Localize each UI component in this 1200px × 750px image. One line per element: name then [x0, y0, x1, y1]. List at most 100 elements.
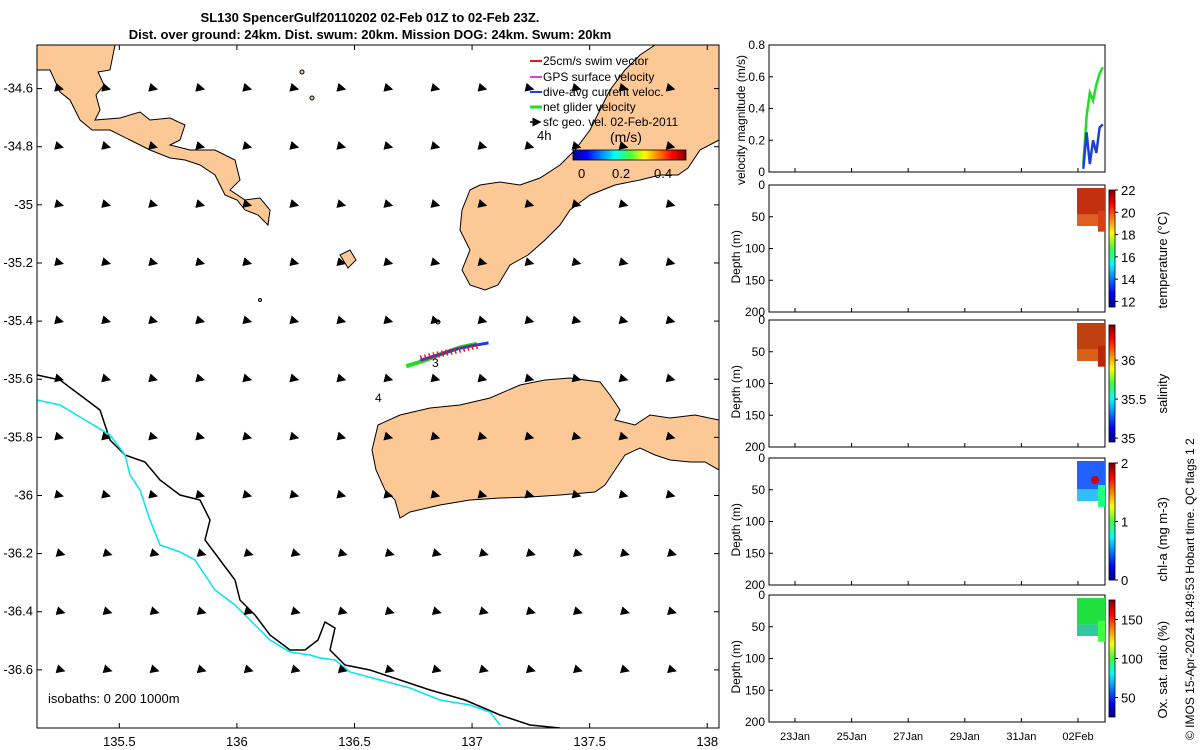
oxygen-ytick-label: 50 [752, 620, 766, 634]
sfc-geo-vector [289, 82, 300, 92]
sfc-geo-vector [54, 82, 64, 92]
sfc-geo-vector [242, 431, 253, 441]
map-ytick-label: -36.2 [3, 546, 33, 561]
swim-vector-mark [445, 349, 449, 356]
sfc-geo-vector [525, 548, 536, 557]
sfc-geo-vector [102, 548, 113, 557]
oxygen-ytick-label: 200 [745, 715, 765, 729]
map-xtick-label: 137.5 [573, 734, 606, 749]
sfc-geo-vector [290, 548, 301, 557]
sfc-geo-vector [336, 141, 347, 150]
sfc-geo-vector [102, 664, 113, 674]
temperature-ytick-label: 150 [745, 273, 765, 287]
sfc-geo-vector [54, 315, 64, 325]
date-tick-label: 23Jan [780, 731, 810, 743]
sfc-geo-vector [478, 664, 489, 674]
chart-title-line1: SL130 SpencerGulf20110202 02-Feb 01Z to … [200, 10, 540, 25]
salinity-ytick-label: 50 [752, 345, 766, 359]
chl-a-colorbar-label: chl-a (mg m-3) [1155, 497, 1170, 582]
sfc-geo-vector [196, 664, 207, 674]
sfc-geo-vector [383, 199, 394, 208]
sfc-geo-vector [665, 82, 676, 92]
copyright-text: © IMOS 15-Apr-2024 18:49:53 Hobart time.… [1183, 438, 1197, 740]
salinity-colorbar [1108, 324, 1116, 443]
sfc-geo-vector [289, 373, 300, 383]
sfc-geo-vector [477, 141, 488, 150]
sfc-geo-vector [101, 82, 112, 92]
sfc-geo-vector [618, 489, 629, 499]
swim-vector-mark [432, 352, 436, 359]
temperature-colorbar-tick-label: 14 [1121, 272, 1135, 287]
chl-a-ytick-label: 50 [752, 483, 766, 497]
temperature-data-cell [1077, 188, 1105, 215]
velocity-ylabel: velocity magnitude (m/s) [734, 55, 748, 185]
map-ytick-label: -35.2 [3, 255, 33, 270]
sfc-geo-vector [477, 431, 488, 441]
sfc-geo-vector [525, 606, 536, 616]
map-axis-ticks: 135.5 136 136.5 137 137.5 138 -34.6 -34.8 -35 -35… [3, 45, 719, 749]
date-tick-label: 25Jan [837, 731, 867, 743]
sfc-geo-vector [290, 606, 301, 616]
sfc-geo-vector [430, 141, 441, 150]
map-frame [36, 44, 720, 729]
sfc-geo-vector [430, 82, 441, 92]
sfc-geo-vector [101, 489, 112, 499]
sfc-geo-vector [384, 606, 395, 616]
sfc-geo-vector [289, 489, 300, 499]
temperature-data-cell [1098, 210, 1105, 232]
sfc-geo-vector [667, 606, 677, 616]
swim-vector-mark [466, 344, 470, 351]
salinity-data-cell [1098, 345, 1105, 367]
sfc-geo-vector [525, 664, 536, 674]
sfc-geo-vector [289, 315, 300, 325]
salinity-colorbar-tick-label: 36 [1121, 353, 1135, 368]
sfc-geo-vector [383, 315, 394, 325]
map-ytick-label: -36.6 [3, 662, 33, 677]
temperature-colorbar-label: temperature (°C) [1155, 212, 1170, 309]
sfc-geo-vector [571, 489, 582, 499]
sfc-geo-vector [149, 548, 160, 557]
temperature-axes [768, 184, 1106, 313]
velocity-ytick-label: 0.6 [748, 70, 765, 84]
colorbar-tick-0.2: 0.2 [612, 166, 630, 181]
salinity-panel: 0 50 100 150 200 Depth (m) 36 35.5 35 salinity [729, 313, 1170, 454]
chl-a-colorbar-tick-label: 1 [1121, 515, 1128, 530]
colorbar-unit-label: (m/s) [610, 129, 642, 145]
colorbar-tick-0: 0 [578, 166, 585, 181]
oxygen-ytick-label: 0 [758, 588, 765, 602]
speed-colorbar [572, 149, 687, 161]
sfc-geo-vector [289, 141, 300, 150]
sfc-geo-vector [619, 606, 630, 616]
isobaths-label: isobaths: 0 200 1000m [48, 691, 180, 706]
sfc-geo-vector [524, 199, 535, 208]
sfc-geo-vector [619, 664, 630, 674]
legend-sfc-geo: sfc geo. vel. 02-Feb-2011 [543, 115, 679, 129]
temperature-colorbar-tick-label: 12 [1121, 294, 1135, 309]
map-ytick-label: -36 [14, 487, 33, 502]
swim-vector-mark [449, 348, 453, 355]
sfc-geo-vector [149, 606, 160, 616]
oxygen-colorbar [1108, 599, 1116, 718]
sfc-geo-vector [289, 431, 300, 441]
sfc-geo-vector [148, 431, 159, 441]
sfc-geo-vector [55, 548, 66, 557]
sfc-geo-vector [477, 257, 488, 267]
oxygen-colorbar-label: Ox. sat. ratio (%) [1155, 621, 1170, 719]
legend-swim-vector: 25cm/s swim vector [543, 54, 648, 68]
sfc-geo-vector [336, 431, 347, 441]
sfc-geo-vector [101, 199, 112, 208]
chl-a-ylabel: Depth (m) [729, 503, 743, 556]
oxygen-axes [768, 594, 1106, 723]
swim-vector-mark [461, 345, 466, 352]
oxygen-data-cell [1098, 620, 1105, 642]
track-marker-4: 4 [375, 391, 382, 405]
sfc-geo-vector [524, 315, 535, 325]
sfc-geo-vector [619, 548, 630, 557]
sfc-geo-vector [242, 82, 253, 92]
salinity-axes [768, 319, 1106, 448]
sfc-geo-vector [148, 82, 159, 92]
sfc-geo-vector [148, 489, 159, 499]
temperature-ylabel: Depth (m) [729, 230, 743, 283]
sfc-geo-vector [148, 373, 159, 383]
